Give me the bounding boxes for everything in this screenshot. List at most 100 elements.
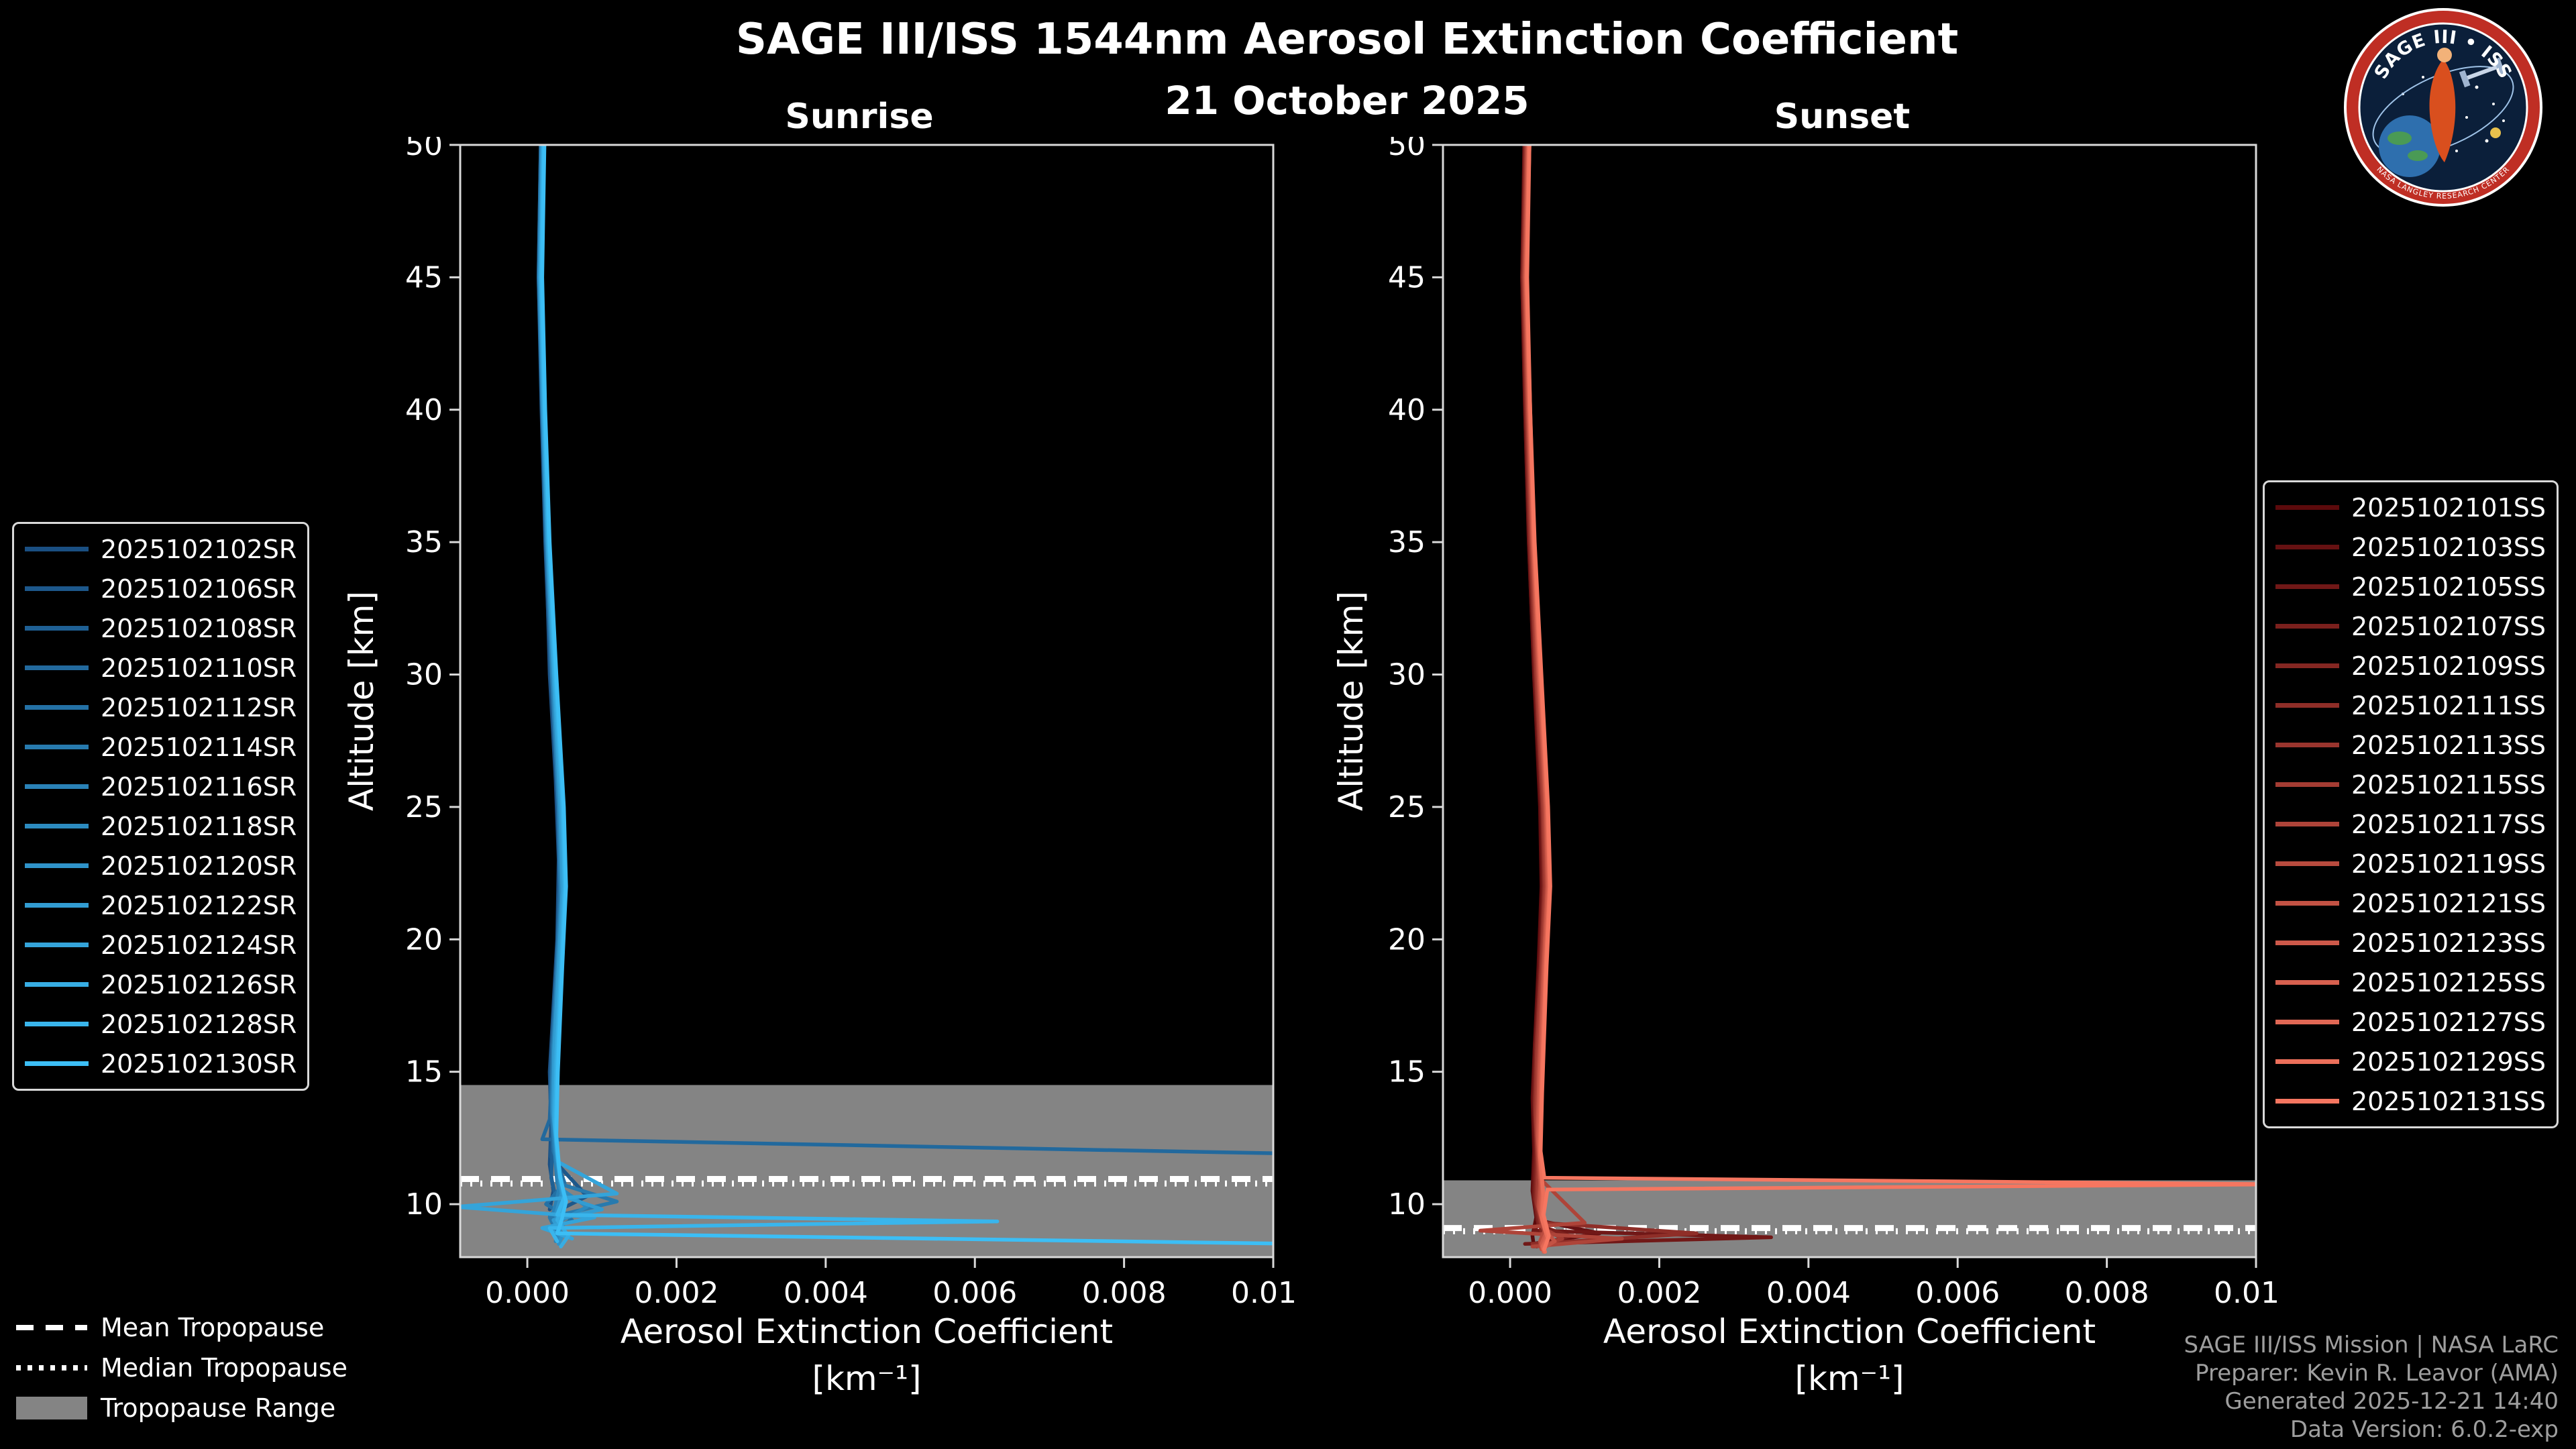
sunset-x-axis-units: [km⁻¹] <box>1794 1359 1904 1398</box>
legend-item: 2025102103SS <box>2275 527 2546 567</box>
legend-label: Mean Tropopause <box>101 1313 325 1342</box>
series-line <box>1478 145 1624 1248</box>
x-tick-label: 0.004 <box>784 1276 868 1310</box>
legend-label: 2025102102SR <box>101 534 297 564</box>
legend-item: 2025102102SR <box>25 529 297 569</box>
legend-label: 2025102113SS <box>2351 730 2546 760</box>
legend-item: 2025102109SS <box>2275 646 2546 686</box>
legend-line-swatch <box>25 982 89 987</box>
legend-label: 2025102106SR <box>101 574 297 604</box>
legend-item: Mean Tropopause <box>16 1307 347 1348</box>
legend-line-swatch <box>25 586 89 591</box>
y-tick-label: 50 <box>405 137 443 162</box>
legend-line-swatch <box>2275 861 2339 866</box>
legend-label: 2025102110SR <box>101 653 297 683</box>
sunset-panel-title: Sunset <box>1774 97 1911 137</box>
legend-label: 2025102118SR <box>101 811 297 841</box>
sunrise-plot: 10 15 20 25 30 35 40 45 50 0.000 0.002 0.004 0.006 0.… <box>405 137 1296 1310</box>
legend-line-swatch <box>2275 545 2339 549</box>
mean-tropopause-swatch <box>16 1325 87 1330</box>
legend-line-swatch <box>2275 782 2339 787</box>
x-tick-label: 0.000 <box>1468 1276 1552 1310</box>
sunrise-legend: 2025102102SR 2025102106SR 2025102108SR 2025… <box>12 522 310 1091</box>
legend-label: 2025102112SR <box>101 692 297 722</box>
legend-item: 2025102128SR <box>25 1004 297 1044</box>
y-tick-label: 20 <box>1388 922 1426 957</box>
legend-item: 2025102118SR <box>25 806 297 846</box>
legend-item: 2025102105SS <box>2275 567 2546 606</box>
credits-line: Preparer: Kevin R. Leavor (AMA) <box>2195 1360 2559 1387</box>
tropopause-range-band <box>1443 1180 2256 1257</box>
legend-line-swatch <box>2275 1020 2339 1024</box>
sunset-plot: 10 15 20 25 30 35 40 45 50 0.000 0.002 0.004 0.006 0.… <box>1388 137 2279 1310</box>
legend-line-swatch <box>2275 980 2339 985</box>
date-subtitle: 21 October 2025 <box>1165 78 1529 123</box>
sunset-y-axis-label: Altitude [km] <box>1332 591 1371 811</box>
legend-line-swatch <box>25 705 89 710</box>
y-tick-label: 35 <box>1388 525 1426 559</box>
median-tropopause-swatch <box>16 1365 87 1371</box>
x-tick-label: 0.002 <box>1617 1276 1701 1310</box>
legend-label: Median Tropopause <box>101 1353 347 1383</box>
legend-item: 2025102122SR <box>25 885 297 925</box>
legend-item: 2025102119SS <box>2275 844 2546 883</box>
tropopause-range-swatch <box>16 1397 87 1419</box>
legend-label: 2025102105SS <box>2351 572 2546 602</box>
logo-orbit-arc <box>2372 66 2514 156</box>
y-tick-label: 25 <box>1388 790 1426 824</box>
legend-label: 2025102129SS <box>2351 1046 2546 1077</box>
legend-label: 2025102115SS <box>2351 769 2546 800</box>
credits-line: Data Version: 6.0.2-exp <box>2290 1416 2559 1443</box>
legend-line-swatch <box>25 665 89 670</box>
y-tick-label: 10 <box>405 1187 443 1222</box>
plot-frame <box>459 144 1275 1258</box>
legend-item: 2025102121SS <box>2275 883 2546 923</box>
legend-label: 2025102109SS <box>2351 651 2546 681</box>
legend-line-swatch <box>25 824 89 828</box>
series-line <box>1521 145 1699 1246</box>
legend-item: 2025102131SS <box>2275 1081 2546 1121</box>
legend-item: 2025102108SR <box>25 608 297 648</box>
legend-item: 2025102112SR <box>25 688 297 727</box>
legend-item: 2025102114SR <box>25 727 297 767</box>
plot-frame <box>1442 144 2257 1258</box>
logo-iss-icon <box>2459 57 2506 88</box>
logo-earth <box>2379 115 2440 177</box>
y-tick-label: 50 <box>1388 137 1426 162</box>
legend-label: 2025102121SS <box>2351 888 2546 918</box>
legend-label: 2025102130SR <box>101 1049 297 1079</box>
legend-item: Median Tropopause <box>16 1348 347 1388</box>
legend-item: 2025102123SS <box>2275 923 2546 963</box>
legend-item: 2025102116SR <box>25 767 297 806</box>
y-tick-label: 15 <box>1388 1055 1426 1089</box>
tropopause-legend: Mean Tropopause Median Tropopause Tropop… <box>16 1307 347 1428</box>
legend-label: 2025102119SS <box>2351 849 2546 879</box>
legend-label: 2025102117SS <box>2351 809 2546 839</box>
legend-item: 2025102111SS <box>2275 686 2546 725</box>
legend-line-swatch <box>25 903 89 908</box>
legend-item: 2025102115SS <box>2275 765 2546 804</box>
series-line <box>540 145 1273 1246</box>
credits-line: SAGE III/ISS Mission | NASA LaRC <box>2184 1332 2559 1358</box>
sage-iii-iss-logo: SAGE III • ISS NASA LANGLEY RESEARCH CEN… <box>2344 8 2542 207</box>
x-tick-label: 0.006 <box>932 1276 1017 1310</box>
logo-earth-land <box>2387 131 2412 145</box>
legend-item: Tropopause Range <box>16 1388 347 1428</box>
sunrise-y-axis-label: Altitude [km] <box>342 591 381 811</box>
legend-item: 2025102127SS <box>2275 1002 2546 1042</box>
x-tick-label: 0.010 <box>2214 1276 2279 1310</box>
page-title: SAGE III/ISS 1544nm Aerosol Extinction C… <box>735 15 1959 64</box>
x-tick-label: 0.000 <box>485 1276 570 1310</box>
legend-label: Tropopause Range <box>101 1393 336 1423</box>
logo-earth-land <box>2408 150 2428 161</box>
series-line <box>539 145 570 1248</box>
sunrise-panel-title: Sunrise <box>785 97 934 137</box>
legend-line-swatch <box>2275 822 2339 826</box>
legend-line-swatch <box>2275 703 2339 708</box>
legend-label: 2025102123SS <box>2351 928 2546 958</box>
legend-label: 2025102120SR <box>101 851 297 881</box>
legend-label: 2025102127SS <box>2351 1007 2546 1037</box>
y-tick-label: 25 <box>405 790 443 824</box>
legend-item: 2025102117SS <box>2275 804 2546 844</box>
y-tick-label: 20 <box>405 922 443 957</box>
